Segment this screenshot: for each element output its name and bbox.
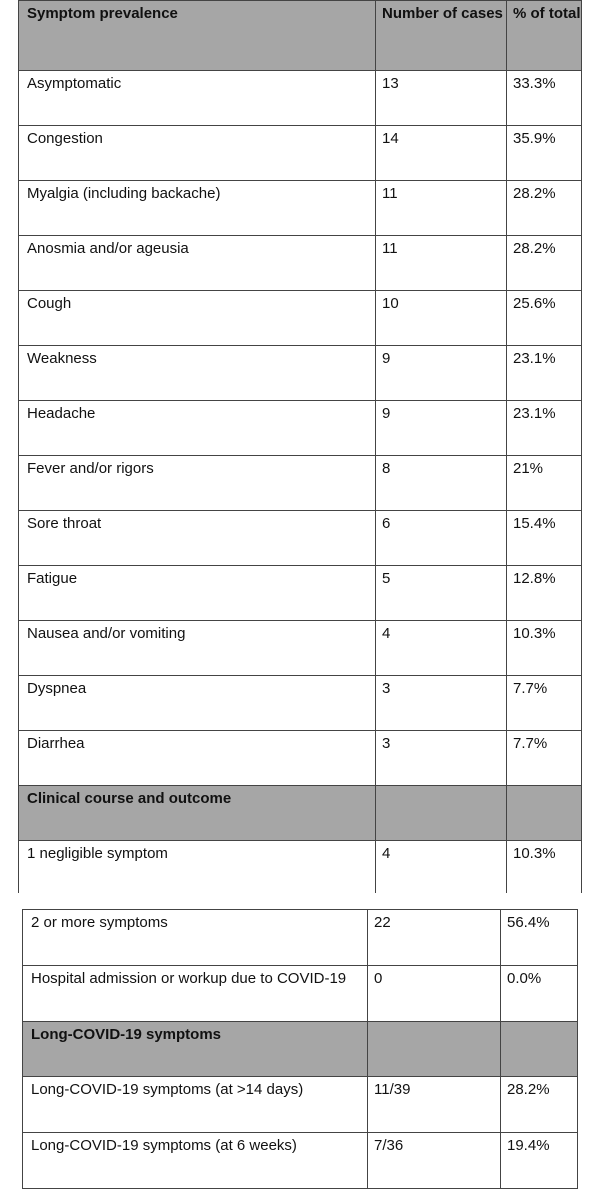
table-row: 2 or more symptoms 22 56.4% [22,909,578,966]
percent-cell: 7.7% [506,730,582,786]
symptom-cell: Dyspnea [18,675,376,731]
table-row: Fever and/or rigors 8 21% [18,455,582,511]
percent-cell: 19.4% [500,1132,578,1189]
symptom-cell: Fatigue [18,565,376,621]
symptom-cell: Sore throat [18,510,376,566]
percent-cell: 10.3% [506,620,582,676]
table-row: Myalgia (including backache) 11 28.2% [18,180,582,236]
table-row: Diarrhea 3 7.7% [18,730,582,786]
cases-cell: 11/39 [367,1076,501,1133]
symptom-cell: Headache [18,400,376,456]
percent-cell: 28.2% [506,235,582,291]
cases-cell: 10 [375,290,507,346]
outcome-cell: 1 negligible symptom [18,840,376,901]
symptom-table-part-1: Symptom prevalence Number of cases % of … [18,0,582,901]
table-row: Dyspnea 3 7.7% [18,675,582,731]
table-row: Sore throat 6 15.4% [18,510,582,566]
percent-cell: 15.4% [506,510,582,566]
percent-cell: 7.7% [506,675,582,731]
section-header-row: Clinical course and outcome [18,785,582,841]
cases-cell: 9 [375,400,507,456]
table-row: Headache 9 23.1% [18,400,582,456]
table-row: Congestion 14 35.9% [18,125,582,181]
percent-cell: 56.4% [500,909,578,966]
cases-cell: 7/36 [367,1132,501,1189]
table-row: Asymptomatic 13 33.3% [18,70,582,126]
percent-cell: 33.3% [506,70,582,126]
symptom-cell: Weakness [18,345,376,401]
table-header-row: Symptom prevalence Number of cases % of … [18,0,582,71]
header-number-of-cases: Number of cases [375,0,507,71]
symptom-cell: Congestion [18,125,376,181]
symptom-cell: Cough [18,290,376,346]
cases-cell: 6 [375,510,507,566]
section-empty-cell [506,785,582,841]
cases-cell: 3 [375,675,507,731]
section-header-row: Long-COVID-19 symptoms [22,1021,578,1077]
cases-cell: 5 [375,565,507,621]
cases-cell: 0 [367,965,501,1022]
table-row: Hospital admission or workup due to COVI… [22,965,578,1022]
cases-cell: 4 [375,620,507,676]
cases-cell: 3 [375,730,507,786]
symptom-cell: Anosmia and/or ageusia [18,235,376,291]
symptom-cell: Asymptomatic [18,70,376,126]
table-row: Fatigue 5 12.8% [18,565,582,621]
table-row: Long-COVID-19 symptoms (at 6 weeks) 7/36… [22,1132,578,1189]
percent-cell: 35.9% [506,125,582,181]
page-break-gap [0,893,592,909]
symptom-table-part-2: 2 or more symptoms 22 56.4% Hospital adm… [22,909,578,1189]
long-covid-cell: Long-COVID-19 symptoms (at 6 weeks) [22,1132,368,1189]
table-row: 1 negligible symptom 4 10.3% [18,840,582,901]
long-covid-cell: Long-COVID-19 symptoms (at >14 days) [22,1076,368,1133]
table-row: Nausea and/or vomiting 4 10.3% [18,620,582,676]
table-row: Long-COVID-19 symptoms (at >14 days) 11/… [22,1076,578,1133]
percent-cell: 28.2% [500,1076,578,1133]
table-row: Weakness 9 23.1% [18,345,582,401]
table-row: Anosmia and/or ageusia 11 28.2% [18,235,582,291]
cases-cell: 11 [375,180,507,236]
symptom-cell: Nausea and/or vomiting [18,620,376,676]
section-empty-cell [367,1021,501,1077]
symptom-cell: Fever and/or rigors [18,455,376,511]
percent-cell: 23.1% [506,400,582,456]
percent-cell: 28.2% [506,180,582,236]
percent-cell: 23.1% [506,345,582,401]
section-title-long-covid: Long-COVID-19 symptoms [22,1021,368,1077]
cases-cell: 22 [367,909,501,966]
symptom-cell: Myalgia (including backache) [18,180,376,236]
outcome-cell: 2 or more symptoms [22,909,368,966]
header-symptom-prevalence: Symptom prevalence [18,0,376,71]
section-title-clinical-course: Clinical course and outcome [18,785,376,841]
section-empty-cell [500,1021,578,1077]
table-row: Cough 10 25.6% [18,290,582,346]
section-empty-cell [375,785,507,841]
cases-cell: 13 [375,70,507,126]
percent-cell: 0.0% [500,965,578,1022]
cases-cell: 14 [375,125,507,181]
outcome-cell: Hospital admission or workup due to COVI… [22,965,368,1022]
percent-cell: 10.3% [506,840,582,901]
symptom-cell: Diarrhea [18,730,376,786]
percent-cell: 12.8% [506,565,582,621]
percent-cell: 21% [506,455,582,511]
cases-cell: 11 [375,235,507,291]
header-percent-of-total: % of total [506,0,582,71]
cases-cell: 4 [375,840,507,901]
cases-cell: 9 [375,345,507,401]
cases-cell: 8 [375,455,507,511]
percent-cell: 25.6% [506,290,582,346]
